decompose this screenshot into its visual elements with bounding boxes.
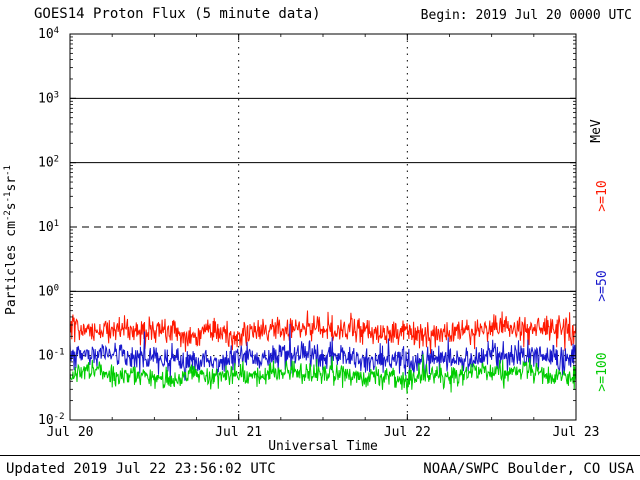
- x-axis-label: Universal Time: [268, 439, 378, 454]
- y-tick-label: 10-2: [38, 412, 65, 428]
- legend-label-ge50: >=50: [595, 270, 610, 302]
- x-tick-label: Jul 23: [553, 425, 600, 440]
- y-tick-label: 103: [38, 90, 59, 106]
- y-axis-label: Particles cm-2s-1sr-1: [3, 165, 19, 315]
- y-tick-label: 102: [38, 155, 59, 171]
- footer-divider: [0, 455, 640, 456]
- x-tick-label: Jul 22: [384, 425, 431, 440]
- legend-label-ge100: >=100: [595, 352, 610, 392]
- y-tick-label: 101: [38, 219, 59, 235]
- y-tick-label: 104: [38, 26, 59, 42]
- y-tick-label: 100: [38, 283, 59, 299]
- series-line-gege50: [69, 323, 577, 382]
- series-line-gege10: [69, 310, 577, 355]
- legend-label-ge10: >=10: [595, 180, 610, 212]
- x-tick-label: Jul 21: [215, 425, 262, 440]
- x-tick-label: Jul 20: [47, 425, 94, 440]
- y-tick-label: 10-1: [38, 348, 65, 364]
- begin-timestamp: Begin: 2019 Jul 20 0000 UTC: [420, 8, 632, 23]
- source-credit: NOAA/SWPC Boulder, CO USA: [423, 461, 634, 477]
- series-line-gege100: [69, 354, 577, 394]
- updated-timestamp: Updated 2019 Jul 22 23:56:02 UTC: [6, 461, 276, 477]
- chart-title: GOES14 Proton Flux (5 minute data): [34, 6, 321, 22]
